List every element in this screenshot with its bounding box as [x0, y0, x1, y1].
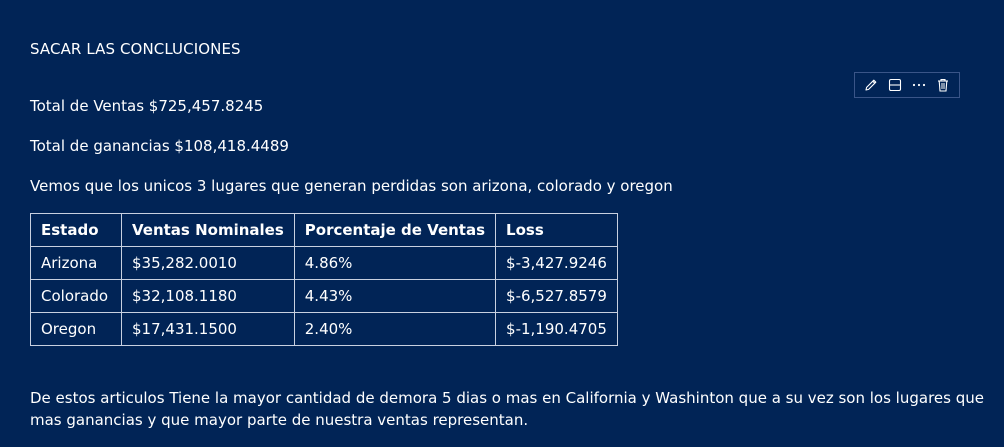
column-header-porcentaje-ventas: Porcentaje de Ventas: [293, 213, 497, 247]
table-row: Oregon $17,431.1500 2.40% $-1,190.4705: [30, 312, 618, 346]
more-icon: [911, 77, 927, 93]
column-header-ventas-nominales: Ventas Nominales: [121, 213, 295, 247]
table-cell: 2.40%: [293, 312, 497, 346]
column-header-loss: Loss: [495, 213, 618, 247]
table-cell: Oregon: [30, 312, 122, 346]
conclusion-text: De estos articulos Tiene la mayor cantid…: [30, 389, 984, 429]
table-cell: $35,282.0010: [121, 246, 295, 280]
observacion-text: Vemos que los unicos 3 lugares que gener…: [30, 177, 673, 195]
table-row: Colorado $32,108.1180 4.43% $-6,527.8579: [30, 279, 618, 313]
table-cell: Colorado: [30, 279, 122, 313]
table-cell: $32,108.1180: [121, 279, 295, 313]
cell-toolbar: [854, 72, 960, 98]
total-ganancias-text: Total de ganancias $108,418.4489: [30, 137, 289, 155]
pencil-icon: [863, 77, 879, 93]
cell-heading: SACAR LAS CONCLUCIONES: [30, 40, 241, 58]
table-cell: 4.43%: [293, 279, 497, 313]
table-cell: $-6,527.8579: [495, 279, 618, 313]
table-cell: $17,431.1500: [121, 312, 295, 346]
table-cell: Arizona: [30, 246, 122, 280]
table-cell: $-3,427.9246: [495, 246, 618, 280]
delete-cell-button[interactable]: [933, 75, 953, 95]
split-cell-button[interactable]: [885, 75, 905, 95]
losses-table: Estado Ventas Nominales Porcentaje de Ve…: [30, 213, 618, 346]
column-header-estado: Estado: [30, 213, 122, 247]
trash-icon: [935, 77, 951, 93]
table-cell: $-1,190.4705: [495, 312, 618, 346]
edit-button[interactable]: [861, 75, 881, 95]
table-header-row: Estado Ventas Nominales Porcentaje de Ve…: [30, 213, 618, 247]
table-cell: 4.86%: [293, 246, 497, 280]
split-cell-icon: [887, 77, 903, 93]
total-ventas-text: Total de Ventas $725,457.8245: [30, 97, 264, 115]
table-row: Arizona $35,282.0010 4.86% $-3,427.9246: [30, 246, 618, 280]
more-actions-button[interactable]: [909, 75, 929, 95]
